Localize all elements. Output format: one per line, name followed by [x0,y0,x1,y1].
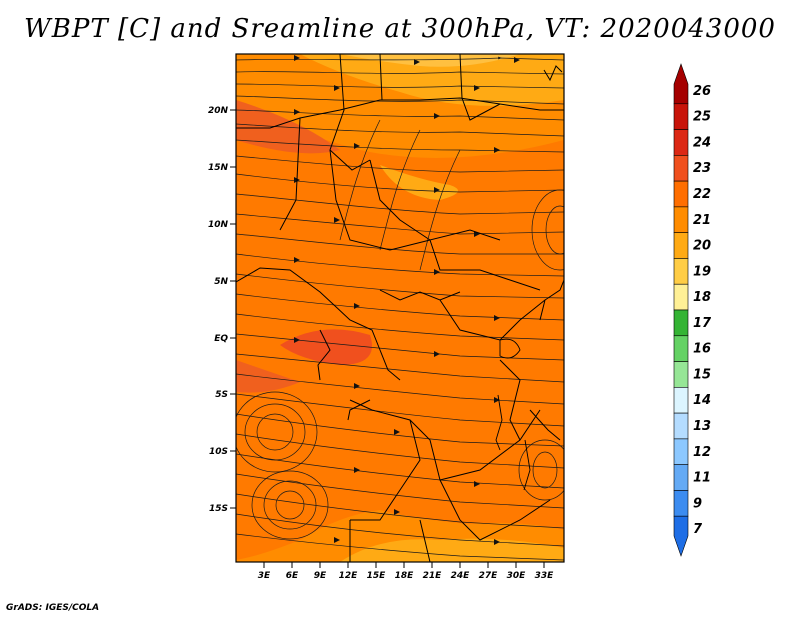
lat-label: 15N [208,163,229,173]
lat-label: 5S [215,390,228,400]
colorbar-label: 20 [693,239,711,254]
colorbar-label: 14 [693,393,711,408]
lat-label: EQ [214,334,228,344]
colorbar-swatch [673,361,689,388]
colorbar-label: 23 [693,161,711,176]
colorbar-label: 12 [693,445,711,460]
country-borders [236,54,564,562]
colorbar-swatch [673,283,689,311]
lon-label: 3E [258,571,271,581]
lat-label: 15S [209,504,228,514]
colorbar-swatch [673,335,689,362]
colorbar-swatch [673,309,689,337]
colorbar-swatch [673,490,689,517]
colorbar-swatch [673,258,689,285]
hot-patch-atlantic [236,360,300,393]
colorbar: 26 25 24 23 22 21 20 19 18 17 16 15 14 13 12 11 9 7 [673,63,712,557]
colorbar-swatch [673,387,689,414]
lake-outlines [495,338,531,491]
lat-label: 10N [208,220,229,230]
colorbar-label: 15 [693,367,711,382]
colorbar-label: 7 [693,522,703,537]
colorbar-swatch [673,438,689,465]
warm-band-north-lightest [340,54,520,67]
axis-ticks [230,109,545,568]
map-plot-area [236,54,564,562]
colorbar-swatch [673,129,689,156]
colorbar-swatch [673,103,689,130]
colorbar-swatch [673,206,689,233]
colorbar-label: 22 [693,187,711,202]
colorbar-label: 17 [693,316,712,331]
colorbar-swatch [673,180,689,208]
streamline-arrows [294,55,520,545]
lon-label: 15E [367,571,387,581]
colorbar-swatch [673,232,689,259]
lon-label: 33E [535,571,555,581]
map-frame [235,53,565,563]
lat-label: 10S [209,447,228,457]
colorbar-label: 24 [693,135,711,150]
lon-label: 27E [479,571,499,581]
colorbar-swatch [673,412,689,440]
colorbar-label: 11 [693,471,711,486]
chart-title: WBPT [C] and Sreamline at 300hPa, VT: 20… [24,14,776,44]
streamlines [236,56,564,561]
lat-label: 5N [214,277,228,287]
colorbar-swatch [673,464,689,491]
colorbar-label: 26 [693,84,711,99]
colorbar-label: 19 [693,264,711,279]
colorbar-label: 9 [693,496,702,511]
lon-label: 30E [507,571,527,581]
longitude-labels: 3E 6E 9E 12E 15E 18E 21E 24E 27E 30E 33E [258,571,554,581]
warm-band-north-light [300,54,564,106]
colorbar-label: 18 [693,290,711,305]
lon-label: 12E [339,571,359,581]
colorbar-swatch [673,155,689,182]
lon-label: 24E [451,571,471,581]
footer-credit: GrADS: IGES/COLA [6,603,100,613]
latitude-labels: 20N 15N 10N 5N EQ 5S 10S 15S [208,106,229,514]
lon-label: 9E [314,571,327,581]
colorbar-label: 25 [693,110,711,125]
colorbar-label: 16 [693,342,711,357]
colorbar-label: 13 [693,419,711,434]
lat-label: 20N [208,106,229,116]
lon-label: 18E [395,571,415,581]
lon-label: 21E [423,571,443,581]
hot-patch-equator [280,329,372,365]
colorbar-label: 21 [693,213,711,228]
lon-label: 6E [286,571,299,581]
hot-band-sahel [236,100,340,154]
colorbar-swatch [673,63,689,105]
colorbar-swatch [673,515,689,557]
warm-band-south-light [340,538,564,562]
